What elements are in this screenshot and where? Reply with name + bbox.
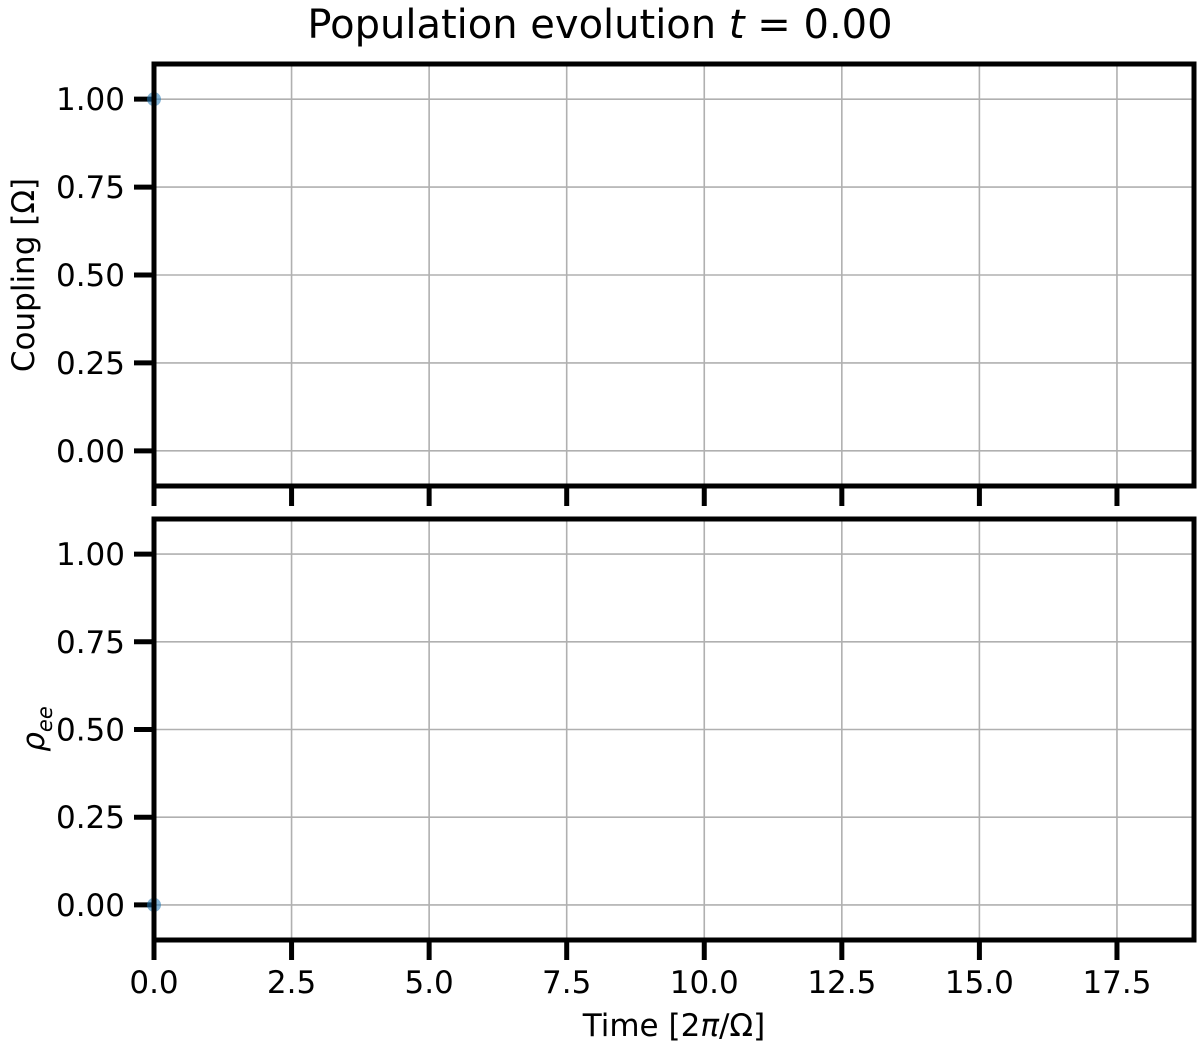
rho-ee-ticks: 0.0 2.5 5.0 7.5 10.0 12.5 15.0 17.5 0.00 0.25 0.50…	[56, 537, 1152, 1001]
x-axis-label-prefix: Time [2	[582, 1008, 701, 1044]
rho-ee-grid	[153, 519, 1194, 940]
coupling-panel: 0.00 0.25 0.50 0.75 1.00 Coupling [Ω]	[6, 61, 1197, 506]
x-tick-label: 2.5	[267, 965, 316, 1001]
coupling-y-tick-label: 0.75	[56, 170, 125, 206]
x-axis-label-var: π	[700, 1008, 720, 1044]
chart-title-prefix: Population evolution	[307, 2, 716, 48]
x-tick-label: 0.0	[129, 965, 178, 1001]
x-tick-label: 5.0	[404, 965, 453, 1001]
x-tick-label: 7.5	[542, 965, 591, 1001]
rho-ee-y-tick-label: 1.00	[56, 537, 125, 573]
x-tick-label: 10.0	[670, 965, 739, 1001]
rho-symbol: ρ	[16, 732, 52, 752]
coupling-y-tick-label: 0.50	[56, 258, 125, 294]
rho-ee-y-axis-label: ρee	[16, 706, 57, 752]
rho-ee-y-tick-label: 0.25	[56, 800, 125, 836]
coupling-grid	[153, 64, 1194, 486]
rho-subscript: ee	[33, 706, 57, 732]
rho-ee-axes-frame	[151, 516, 1197, 943]
rho-ee-y-tick-label: 0.50	[56, 713, 125, 749]
chart-title-value: = 0.00	[757, 2, 892, 48]
coupling-y-tick-label: 0.00	[56, 434, 125, 470]
rho-ee-panel: 0.0 2.5 5.0 7.5 10.0 12.5 15.0 17.5 0.00 0.25 0.50…	[16, 516, 1197, 1001]
chart-title: Population evolution t = 0.00	[307, 2, 892, 48]
x-tick-label: 12.5	[807, 965, 876, 1001]
x-tick-label: 17.5	[1082, 965, 1151, 1001]
rho-ee-y-tick-label: 0.75	[56, 625, 125, 661]
x-axis-label-suffix: /Ω]	[719, 1008, 765, 1044]
coupling-y-axis-label: Coupling [Ω]	[6, 178, 42, 372]
coupling-axes-frame	[151, 61, 1197, 489]
coupling-y-tick-label: 0.25	[56, 346, 125, 382]
coupling-ticks: 0.00 0.25 0.50 0.75 1.00	[56, 82, 1120, 506]
coupling-y-tick-label: 1.00	[56, 82, 125, 118]
chart-title-var: t	[729, 2, 746, 48]
rho-ee-y-tick-label: 0.00	[56, 888, 125, 924]
x-axis-label: Time [2π/Ω]	[582, 1008, 765, 1044]
x-tick-label: 15.0	[945, 965, 1014, 1001]
